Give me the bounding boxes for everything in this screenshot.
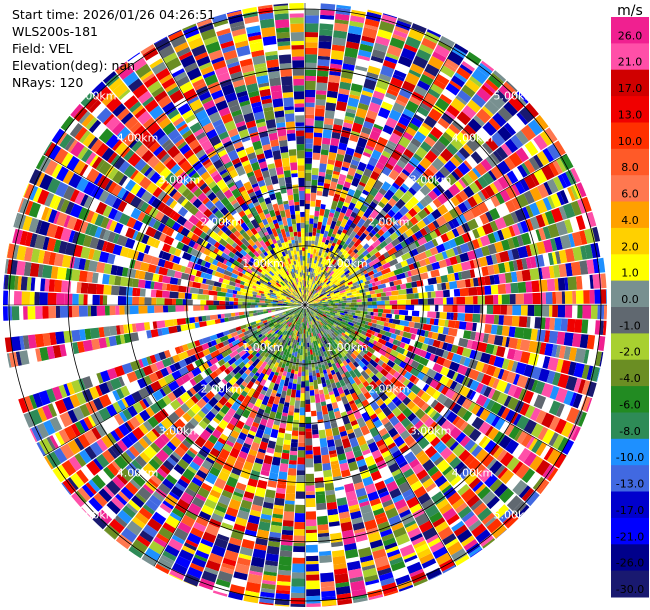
azimuth-line-300 bbox=[43, 153, 306, 306]
colorbar-tick-label: 8.0 bbox=[621, 161, 639, 174]
colorbar-tick-label: -4.0 bbox=[619, 372, 640, 385]
ring-label-5-3: 5.00km bbox=[75, 508, 117, 521]
colorbar-unit-label: m/s bbox=[617, 3, 643, 19]
azimuth-line-240 bbox=[43, 304, 306, 457]
ring-label-5-0: 5.00km bbox=[75, 90, 117, 103]
instrument-label: WLS200s-181 bbox=[12, 24, 98, 39]
azimuth-line-330 bbox=[153, 43, 306, 306]
ring-label-2-1: 2.00km bbox=[368, 215, 410, 228]
ring-label-5-1: 5.00km bbox=[494, 90, 536, 103]
colorbar-tick-label: -21.0 bbox=[616, 530, 644, 543]
field-label: Field: VEL bbox=[12, 41, 73, 56]
colorbar-tick-label: 0.0 bbox=[621, 293, 639, 306]
ring-label-3-1: 3.00km bbox=[410, 173, 452, 186]
ring-label-4-2: 4.00km bbox=[452, 466, 494, 479]
start-time-label: Start time: 2026/01/26 04:26:51 bbox=[12, 7, 216, 22]
colorbar-swatch-13 bbox=[611, 359, 649, 387]
ring-label-1-1: 1.00km bbox=[326, 257, 368, 270]
colorbar-tick-label: 13.0 bbox=[618, 109, 643, 122]
azimuth-line-120 bbox=[304, 304, 567, 457]
colorbar-swatch-16 bbox=[611, 438, 649, 466]
colorbar-swatch-19 bbox=[611, 517, 649, 545]
ring-label-1-3: 1.00km bbox=[242, 341, 284, 354]
elevation-label: Elevation(deg): nan bbox=[12, 58, 136, 73]
velocity-sectors bbox=[3, 3, 607, 607]
colorbar-tick-label: -30.0 bbox=[616, 583, 644, 596]
colorbar-tick-label: -13.0 bbox=[616, 478, 644, 491]
range-ring-labels: 1.00km 1.00km 1.00km 1.00km 2.00km 2.00km 2.00… bbox=[75, 90, 535, 522]
colorbar-tick-label: 4.0 bbox=[621, 214, 639, 227]
colorbar-swatch-17 bbox=[611, 465, 649, 493]
nrays-label: NRays: 120 bbox=[12, 75, 84, 90]
ring-label-1-2: 1.00km bbox=[326, 341, 368, 354]
colorbar-swatch-4 bbox=[611, 122, 649, 150]
azimuth-line-30 bbox=[304, 43, 457, 306]
colorbar-swatch-15 bbox=[611, 412, 649, 440]
colorbar-tick-label: -8.0 bbox=[619, 425, 640, 438]
colorbar-tick-label: 26.0 bbox=[618, 29, 643, 42]
colorbar-tick-label: -17.0 bbox=[616, 504, 644, 517]
colorbar-swatch-7 bbox=[611, 201, 649, 229]
colorbar-tick-label: 6.0 bbox=[621, 188, 639, 201]
colorbar-swatch-8 bbox=[611, 227, 649, 255]
colorbar-swatch-6 bbox=[611, 175, 649, 203]
colorbar-swatch-20 bbox=[611, 544, 649, 572]
colorbar-tick-label: 21.0 bbox=[618, 56, 643, 69]
colorbar-tick-label: -26.0 bbox=[616, 557, 644, 570]
ring-label-4-0: 4.00km bbox=[117, 132, 159, 145]
colorbar-tick-label: 17.0 bbox=[618, 82, 643, 95]
colorbar-swatch-10 bbox=[611, 280, 649, 308]
colorbar-tick-label: -6.0 bbox=[619, 399, 640, 412]
colorbar: m/s 26.0 21.0 17.0 13.0 10.0 8.0 6.0 4.0 2.0 1.0 0… bbox=[611, 3, 649, 598]
colorbar-swatch-3 bbox=[611, 96, 649, 123]
colorbar-swatch-0 bbox=[611, 17, 649, 44]
colorbar-swatch-2 bbox=[611, 69, 649, 97]
azimuth-line-150 bbox=[304, 304, 457, 567]
colorbar-swatch-5 bbox=[611, 148, 649, 176]
colorbar-tick-label: 2.0 bbox=[621, 240, 639, 253]
colorbar-swatch-1 bbox=[611, 43, 649, 71]
colorbar-swatch-11 bbox=[611, 307, 649, 334]
ring-label-3-0: 3.00km bbox=[159, 173, 201, 186]
ring-label-5-2: 5.00km bbox=[494, 508, 536, 521]
azimuth-line-210 bbox=[153, 304, 306, 567]
colorbar-tick-label: -2.0 bbox=[619, 346, 640, 359]
ring-label-2-0: 2.00km bbox=[201, 215, 243, 228]
colorbar-tick-label: 10.0 bbox=[618, 135, 643, 148]
ring-label-3-3: 3.00km bbox=[159, 425, 201, 438]
ring-label-1-0: 1.00km bbox=[242, 257, 284, 270]
colorbar-tick-label: -1.0 bbox=[619, 319, 640, 332]
colorbar-swatch-18 bbox=[611, 491, 649, 519]
colorbar-swatch-12 bbox=[611, 333, 649, 361]
colorbar-tick-label: 1.0 bbox=[621, 267, 639, 280]
ring-label-2-3: 2.00km bbox=[201, 383, 243, 396]
colorbar-swatch-14 bbox=[611, 386, 649, 413]
colorbar-swatch-21 bbox=[611, 570, 649, 598]
ring-label-2-2: 2.00km bbox=[368, 383, 410, 396]
colorbar-tick-label: -10.0 bbox=[616, 451, 644, 464]
plot-info: Start time: 2026/01/26 04:26:51 WLS200s-… bbox=[12, 6, 215, 91]
ring-label-4-3: 4.00km bbox=[117, 466, 159, 479]
colorbar-swatch-9 bbox=[611, 254, 649, 282]
ring-label-3-2: 3.00km bbox=[410, 425, 452, 438]
polar-grid bbox=[3, 3, 607, 607]
ring-label-4-1: 4.00km bbox=[452, 132, 494, 145]
azimuth-line-60 bbox=[304, 153, 567, 306]
